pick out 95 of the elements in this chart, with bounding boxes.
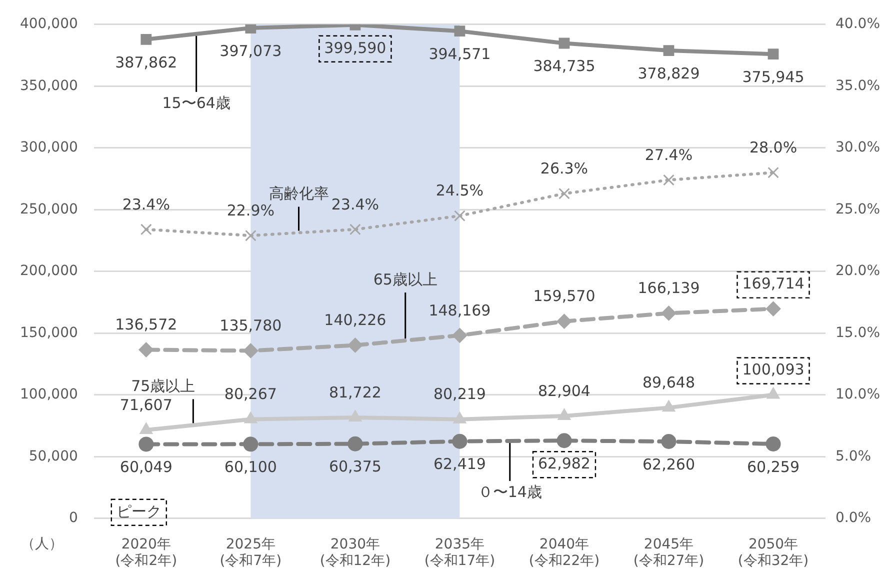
text: ０〜14歳 [478,482,542,501]
data-label: 100,093 [742,360,804,379]
x-tick-label: 2035年 (令和17年) [424,536,496,570]
data-label: 23.4% [122,195,170,214]
y2-tick-label: 10.0% [836,386,880,403]
y-tick-label: 350,000 [20,78,78,94]
point [556,314,572,329]
y2-tick-label: 15.0% [836,324,880,341]
point [140,224,152,236]
point [140,34,152,45]
point [348,338,363,353]
point [768,166,779,178]
data-label: 60,259 [747,458,800,476]
point [663,174,674,186]
data-label: 397,073 [220,42,282,60]
data-label: 394,571 [428,44,491,63]
x-tick-label: 2045年 (令和27年) [633,536,704,570]
data-label: 148,169 [428,301,491,320]
data-label: 62,982 [538,454,590,473]
y2-tick-label: 0.0% [836,510,872,526]
x-tick-label: 2020年 (令和2年) [115,536,178,570]
data-label: 89,648 [642,374,695,392]
point [348,436,363,452]
point [661,434,676,450]
point [768,48,779,60]
point [244,230,256,242]
data-label: 82,904 [538,382,590,400]
point [766,301,781,316]
data-label: 26.3% [540,159,588,178]
data-label: 27.4% [644,146,693,164]
y-tick-label: 300,000 [20,140,78,156]
data-label: 378,829 [638,64,700,82]
data-label: 23.4% [331,195,380,214]
data-label: 169,714 [742,274,804,293]
x-tick-label: 2050年 (令和32年) [738,536,809,570]
y2-tick-label: 30.0% [836,140,880,156]
data-label: 60,100 [224,458,277,476]
point [138,342,154,358]
y-axis-title: （人） [21,536,63,552]
point [556,433,572,448]
y2-tick-label: 20.0% [836,263,880,280]
annotation: ピーク [116,502,162,520]
data-label: 80,267 [224,385,277,404]
point [349,224,361,236]
point [663,45,674,56]
point [452,328,468,343]
data-label: 159,570 [533,287,596,306]
data-label: 399,590 [324,38,386,57]
y-tick-label: 50,000 [28,448,78,464]
x-tick-label: 2040年 (令和22年) [528,536,600,570]
data-label: 71,607 [120,396,172,414]
point [243,343,258,358]
point [558,188,570,200]
data-label: 384,735 [533,57,596,76]
y2-tick-label: 35.0% [836,78,880,94]
x-tick-label: 2025年 (令和7年) [220,536,282,570]
data-label: 136,572 [115,316,178,334]
point [243,436,258,452]
data-label: 375,945 [742,68,804,86]
y2-tick-label: 5.0% [836,448,872,464]
series-label: 高齢化率 [268,184,329,203]
point [245,24,256,34]
y-tick-label: 100,000 [20,386,78,403]
data-label: 140,226 [324,311,386,330]
y-tick-label: 150,000 [20,324,78,341]
point [661,306,676,321]
data-label: 387,862 [115,53,178,72]
data-label: 81,722 [328,383,382,402]
data-label: 24.5% [436,182,484,200]
x-tick-label: 2030年 (令和12年) [320,536,391,570]
point [452,434,468,449]
data-label: 166,139 [638,279,700,298]
point [558,38,570,49]
point [558,408,571,420]
data-label: 60,049 [120,458,172,476]
data-label: 60,375 [328,458,382,476]
y-tick-label: 0 [68,510,78,526]
point [454,26,466,37]
data-label: 135,780 [220,316,282,335]
data-label: 62,419 [433,455,486,474]
series-label: 75歳以上 [131,377,196,396]
data-label: 22.9% [226,201,274,220]
text: 65歳以上 [373,270,438,288]
data-label: 28.0% [749,138,798,156]
y2-tick-label: 40.0% [836,16,880,32]
y2-tick-label: 25.0% [836,201,880,218]
data-label: 80,219 [433,385,486,404]
y-tick-label: 400,000 [20,16,78,32]
point [454,210,466,222]
text: 15〜64歳 [162,94,230,112]
point [138,436,154,452]
data-label: 62,260 [642,455,695,474]
y-tick-label: 250,000 [20,201,78,218]
y-tick-label: 200,000 [20,263,78,280]
point [766,436,781,452]
